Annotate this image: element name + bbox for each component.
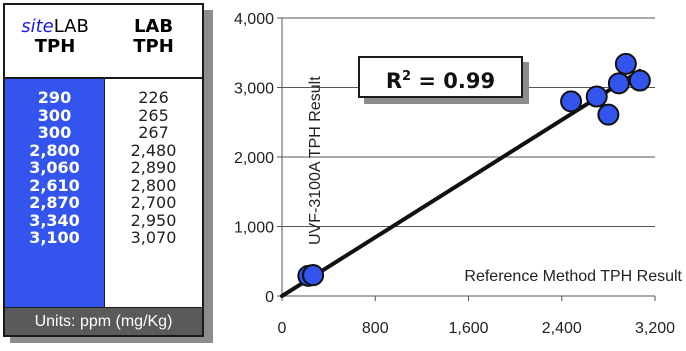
tick-label-x-3: 2,400	[542, 320, 582, 337]
lab-label: LAB	[53, 16, 89, 37]
sitelab-value-2: 300	[37, 123, 72, 142]
sitelab-values-column: 290 300 300 2,800 3,060 2,610 2,870 3,340 3,100	[5, 77, 105, 316]
tick-label-y-3: 3,000	[234, 81, 274, 98]
lab-value-4: 2,890	[130, 158, 177, 177]
lab-value-3: 2,480	[130, 140, 177, 160]
data-point-2	[302, 264, 325, 287]
lab-value-8: 3,070	[130, 228, 177, 247]
sitelab-value-4: 3,060	[29, 158, 80, 177]
data-point-3	[560, 90, 583, 113]
lab-column-header: LAB TPH	[105, 17, 202, 57]
data-point-8	[628, 69, 651, 92]
tick-label-x-1: 800	[362, 320, 389, 337]
data-point-5	[597, 103, 620, 126]
tick-label-y-0: 0	[265, 289, 274, 306]
x-axis-label: Reference Method TPH Result	[464, 268, 682, 285]
chart-grid	[282, 17, 655, 227]
r2-prefix: R	[385, 69, 403, 93]
lab-value-5: 2,800	[130, 175, 177, 195]
tick-label-y-2: 2,000	[234, 150, 274, 167]
tick-label-y-1: 1,000	[234, 220, 274, 237]
lab-value-0: 226	[138, 88, 169, 107]
site-italic-label: site	[21, 16, 54, 37]
data-point-6	[585, 85, 608, 108]
lab-tph-label: TPH	[133, 36, 174, 57]
tph-label: TPH	[34, 36, 76, 57]
sitelab-value-7: 3,340	[29, 210, 80, 230]
sitelab-value-0: 290	[37, 88, 72, 107]
sitelab-value-8: 3,100	[29, 228, 80, 247]
r2-superscript: 2	[402, 69, 412, 84]
lab-value-6: 2,700	[130, 193, 177, 212]
data-points	[297, 52, 651, 287]
y-axis-label: UVF-3100A TPH Result	[307, 76, 324, 245]
lab-value-1: 265	[138, 105, 169, 125]
lab-value-7: 2,950	[130, 210, 177, 230]
tick-label-x-0: 0	[278, 320, 287, 337]
sitelab-value-5: 2,610	[29, 175, 80, 195]
units-label: Units: ppm (mg/Kg)	[5, 307, 202, 335]
chart-ticks: 0 1,000 2,000 3,000 4,000 0 800 1,600 2,400 3,200	[234, 11, 675, 337]
tick-label-y-4: 4,000	[234, 11, 274, 28]
r2-value: = 0.99	[411, 69, 496, 93]
lab-values-column: 226 265 267 2,480 2,890 2,800 2,700 2,950 3,070	[105, 77, 202, 316]
lab-value-2: 267	[138, 123, 169, 142]
sitelab-value-3: 2,800	[29, 140, 80, 160]
lab-header-label: LAB	[133, 16, 174, 37]
tick-label-x-2: 1,600	[448, 320, 488, 337]
trendline	[280, 68, 642, 298]
sitelab-value-6: 2,870	[29, 193, 80, 212]
results-table: siteLAB TPH LAB TPH 290 300 300 2,800 3,060 2…	[3, 3, 204, 337]
sitelab-value-1: 300	[37, 105, 72, 125]
data-point-7	[614, 52, 637, 75]
data-point-4	[607, 72, 630, 95]
tick-label-x-4: 3,200	[635, 320, 675, 337]
sitelab-column-header: siteLAB TPH	[5, 17, 105, 57]
r2-annotation: R2 = 0.99	[358, 56, 523, 98]
